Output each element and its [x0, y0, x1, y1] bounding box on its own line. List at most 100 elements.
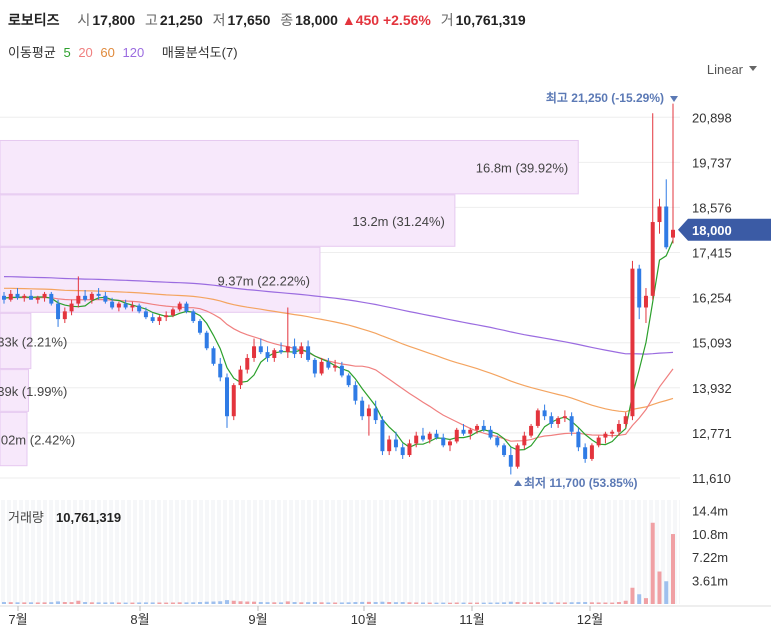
volume-bar	[238, 601, 243, 604]
candle-body	[535, 410, 540, 426]
volume-bar	[346, 602, 351, 604]
ma-legend[interactable]: 이동평균 5 20 60 120 매물분석도(7)	[8, 42, 242, 61]
y-tick-label: 16,254	[692, 291, 732, 306]
open-label: 시	[77, 12, 91, 28]
volume-bar	[252, 601, 257, 604]
volume-bar	[623, 600, 628, 604]
ma-title: 이동평균	[8, 45, 56, 60]
volume-bar	[279, 602, 284, 604]
volume-bar	[495, 602, 500, 604]
volume-bar	[22, 602, 27, 604]
candle-body	[326, 361, 331, 368]
low-value: 17,650	[227, 12, 271, 28]
candle-body	[441, 437, 446, 446]
max-price-annotation: 최고 21,250 (-15.29%)	[546, 90, 664, 105]
x-tick-label: 10월	[351, 612, 377, 627]
volume-total: 10,761,319	[56, 510, 121, 525]
volume-bar	[589, 602, 594, 604]
volume-bar	[197, 602, 202, 604]
candle-body	[8, 293, 13, 300]
candle-body	[211, 348, 216, 364]
volume-bar	[265, 602, 270, 604]
volume-bar	[650, 522, 655, 604]
candle-body	[22, 295, 27, 298]
candle-body	[184, 303, 189, 312]
candle-body	[137, 305, 142, 312]
volume-bar	[326, 602, 331, 604]
candle-body	[569, 416, 574, 432]
volume-bar	[150, 602, 155, 604]
candle-body	[515, 445, 520, 467]
volume-bar	[461, 602, 466, 604]
volume-bar	[583, 602, 588, 604]
profile-bar	[0, 369, 30, 412]
profile-label: 9.37m (22.22%)	[217, 273, 310, 288]
volume-bar	[62, 602, 67, 604]
candle-body	[475, 425, 480, 430]
y-tick-label: 17,415	[692, 246, 732, 261]
volume-bar	[103, 602, 108, 604]
stock-name: 로보티즈	[8, 12, 60, 28]
candle-body	[123, 303, 128, 308]
min-price-annotation: 최저 11,700 (53.85%)	[524, 475, 637, 490]
y-tick-label: 12,771	[692, 426, 732, 441]
volume-bar	[83, 602, 88, 604]
candle-body	[83, 295, 88, 300]
profile-label: 839k (1.99%)	[0, 384, 67, 399]
profile-label: 933k (2.21%)	[0, 334, 67, 349]
y-tick-label: 18,576	[692, 200, 732, 215]
volume-bar	[366, 601, 371, 604]
candle-body	[110, 301, 115, 308]
volume-bar	[245, 601, 250, 604]
volume-bar	[49, 602, 54, 604]
candle-body	[637, 268, 642, 308]
volume-bar	[333, 602, 338, 604]
volume-bar	[204, 601, 209, 604]
candle-body	[468, 429, 473, 434]
volume-bar	[76, 600, 81, 604]
candle-body	[225, 377, 229, 417]
candles	[2, 103, 675, 475]
candle-body	[2, 295, 6, 300]
candle-body	[339, 365, 344, 376]
volume-profile-label: 매물분석도(7)	[161, 45, 238, 60]
candle-body	[495, 437, 500, 446]
candle-body	[360, 400, 365, 417]
low-label: 저	[212, 12, 226, 28]
candle-body	[583, 447, 588, 459]
scale-mode-selector[interactable]: Linear	[706, 62, 743, 77]
y-tick-label: 11,610	[692, 471, 731, 486]
volume-bar	[285, 601, 290, 604]
ma120-line	[3, 276, 674, 355]
volume-bar	[96, 602, 101, 604]
candle-body	[502, 445, 507, 456]
volume-bar	[143, 602, 148, 604]
volume-bar	[610, 602, 615, 604]
volume-title: 거래량	[8, 510, 44, 525]
time-axis: 7월 8월 9월 10월 11월 12월	[0, 605, 771, 627]
x-tick-label: 9월	[248, 612, 267, 627]
candle-body	[272, 350, 277, 358]
y-tick-label: 15,093	[692, 336, 732, 351]
change-value: ▲450	[341, 12, 380, 28]
candle-body	[285, 346, 290, 353]
moving-averages	[3, 240, 674, 451]
volume-bar	[657, 571, 662, 604]
candle-body	[197, 321, 202, 333]
candle-body	[116, 303, 121, 308]
volume-bar	[130, 602, 135, 604]
candle-body	[657, 206, 662, 223]
volume-bar	[29, 602, 34, 604]
y-tick-label: 13,932	[692, 381, 732, 396]
profile-bar	[0, 194, 456, 247]
candle-body	[312, 359, 317, 374]
price-axis: 20,898 19,737 18,576 17,415 16,254 15,093 13,9…	[692, 110, 732, 486]
chevron-down-icon[interactable]	[749, 66, 757, 71]
volume-bar	[184, 602, 189, 604]
volume-bar	[218, 601, 223, 604]
volume-bar	[69, 602, 74, 604]
annotations: 최고 21,250 (-15.29%) 최저 11,700 (53.85%) 18,…	[514, 90, 771, 490]
volume-bar	[427, 602, 432, 604]
candle-body	[143, 311, 148, 318]
